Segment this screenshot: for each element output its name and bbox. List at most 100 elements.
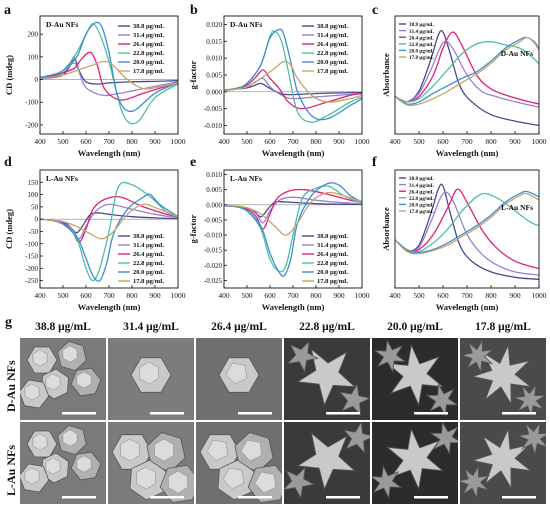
sem-column-label: 38.8 μg/mL [35,321,91,333]
y-tick-label: -0.010 [204,232,223,240]
y-tick-label: -200 [25,265,38,273]
series-line-4 [224,182,362,277]
y-tick-label: -0.010 [204,122,223,130]
y-tick-label: -50 [29,228,39,236]
sem-image [108,338,194,420]
sem-image [196,338,282,420]
x-axis-label: Wavelength (nm) [262,148,325,158]
y-tick-label: -100 [25,99,38,107]
y-tick-label: 100 [28,191,39,199]
y-tick-label: 150 [28,179,39,187]
sample-annotation: D-Au NFs [501,49,533,58]
x-tick-label: 900 [149,291,161,300]
x-tick-label: 400 [218,291,230,300]
sem-row-label: D-Au NFs [4,360,18,412]
sem-image [108,422,194,504]
x-tick-label: 800 [310,291,322,300]
panel-letter: f [372,155,377,170]
legend-label-5: 17.8 μg/mL [133,278,165,285]
sem-row-label: L-Au NFs [4,444,18,496]
x-tick-label: 500 [57,137,69,146]
series-line-2 [395,31,539,105]
legend-label-2: 26.4 μg/mL [133,251,165,258]
series-group [40,181,178,282]
series-line-5 [40,203,178,240]
y-axis-label: Absorbance [381,53,391,97]
x-tick-label: 400 [389,137,401,146]
legend-label-3: 22.8 μg/mL [317,260,349,267]
x-tick-label: 500 [241,291,253,300]
chart-panel-e: 400 500 600 700 800 900 1000 -0.025 -0.020 -0.015… [188,155,370,312]
y-tick-label: -0.020 [204,262,223,270]
series-line-3 [395,41,539,103]
x-tick-label: 500 [413,137,425,146]
legend-label-1: 31.4 μg/mL [409,183,435,189]
series-group [395,29,539,127]
legend-label-0: 38.8 μg/mL [317,23,349,30]
y-tick-label: 0.015 [206,38,222,46]
series-group [40,21,178,125]
x-tick-label: 1000 [532,137,547,146]
x-tick-label: 700 [103,291,115,300]
sample-annotation: L-Au NFs [230,174,262,183]
legend-label-1: 31.4 μg/mL [317,242,349,249]
sem-image [372,422,458,504]
y-tick-label: 0.020 [206,21,222,29]
sem-column-label: 26.4 μg/mL [211,321,267,333]
legend-label-4: 20.0 μg/mL [317,269,349,276]
x-tick-label: 700 [461,137,473,146]
legend-label-4: 20.0 μg/mL [133,59,165,66]
legend-label-3: 22.8 μg/mL [317,50,349,57]
y-axis-label: g-factor [188,214,198,243]
x-axis-label: Wavelength (nm) [436,148,499,158]
legend-label-1: 31.4 μg/mL [133,32,165,39]
series-line-5 [224,191,362,236]
legend-label-3: 22.8 μg/mL [133,50,165,57]
y-tick-label: 0.005 [206,72,222,80]
chart-panel-b: 400 500 600 700 800 900 1000 -0.010 -0.005 0.000 0… [188,3,370,158]
legend-label-0: 38.8 μg/mL [133,233,165,240]
y-tick-label: 0 [35,216,39,224]
x-tick-label: 700 [287,291,299,300]
legend-label-3: 22.8 μg/mL [409,42,435,48]
y-tick-label: 0.010 [206,55,222,63]
legend-label-5: 17.8 μg/mL [317,278,349,285]
panel-letter: d [4,155,12,170]
series-line-5 [395,192,539,255]
legend-label-0: 38.8 μg/mL [317,233,349,240]
y-tick-label: 50 [31,203,39,211]
sem-image [460,338,546,420]
legend-label-2: 26.4 μg/mL [409,35,435,41]
sem-column-label: 20.0 μg/mL [387,321,443,333]
x-tick-label: 600 [437,291,449,300]
x-tick-label: 800 [485,291,497,300]
legend-label-4: 20.0 μg/mL [409,49,435,55]
legend-label-3: 22.8 μg/mL [133,260,165,267]
legend-label-1: 31.4 μg/mL [317,32,349,39]
x-tick-label: 1000 [355,291,370,300]
series-group [224,28,362,123]
x-tick-label: 900 [509,137,521,146]
x-tick-label: 900 [333,137,345,146]
x-tick-label: 400 [218,137,230,146]
y-tick-label: 200 [28,31,39,39]
series-line-1 [395,191,539,276]
sample-annotation: D-Au NFs [230,20,262,29]
series-line-4 [395,190,539,254]
series-group [395,183,539,281]
legend-label-5: 17.8 μg/mL [133,68,165,75]
x-tick-label: 1000 [355,137,370,146]
x-tick-label: 500 [413,291,425,300]
sem-image [460,422,546,504]
sem-image [372,338,458,420]
x-tick-label: 600 [80,137,92,146]
legend-label-1: 31.4 μg/mL [409,29,435,35]
x-tick-label: 400 [34,137,46,146]
panel-letter: c [372,3,378,18]
legend-label-0: 38.8 μg/mL [409,22,435,28]
sem-image [284,338,370,420]
x-tick-label: 400 [34,291,46,300]
